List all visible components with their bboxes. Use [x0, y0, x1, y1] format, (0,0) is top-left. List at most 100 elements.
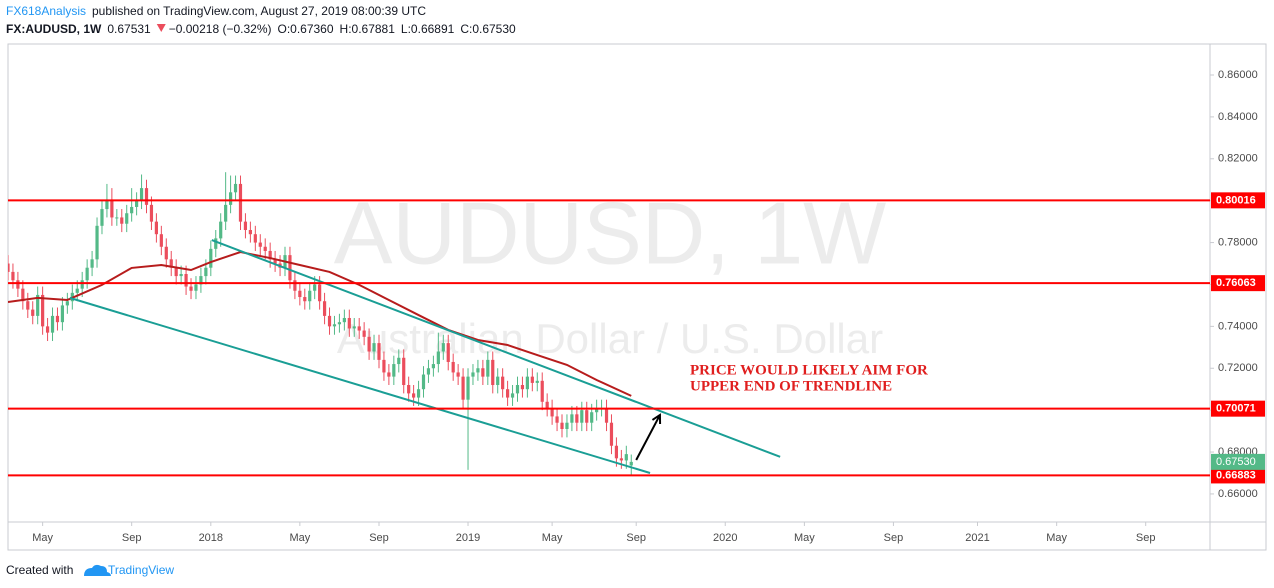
x-tick-label: Sep: [122, 532, 142, 544]
annotation: PRICE WOULD LIKELY AIM FOR: [690, 362, 928, 378]
candle-body: [466, 376, 470, 400]
y-tick-label: 0.78000: [1218, 236, 1258, 248]
candle-body: [392, 364, 396, 377]
candle-body: [456, 372, 460, 377]
footer-brand[interactable]: TradingView: [108, 563, 174, 577]
candle-body: [169, 259, 173, 268]
candle-body: [16, 280, 20, 289]
candle-body: [505, 389, 510, 398]
author[interactable]: FX618Analysis: [6, 4, 86, 18]
watermark-sub: Australian Dollar / U.S. Dollar: [337, 315, 883, 362]
candle-body: [298, 290, 302, 298]
candle-body: [377, 343, 381, 360]
candle-body: [535, 380, 539, 383]
candle-body: [189, 286, 193, 291]
arrow: [635, 413, 662, 461]
frame: [7, 43, 1267, 551]
candle-body: [441, 343, 445, 352]
candle-body: [590, 412, 594, 423]
level-label: 0.76063: [1216, 277, 1256, 289]
candle-body: [105, 200, 109, 210]
candle-body: [342, 317, 346, 323]
candle-body: [258, 242, 262, 247]
level-tag: [1211, 192, 1265, 209]
candle-body: [135, 200, 139, 207]
candle-body: [233, 183, 238, 193]
candle-body: [209, 248, 213, 268]
candle-body: [560, 422, 564, 429]
candle-body: [268, 250, 272, 260]
candle-body: [273, 259, 277, 264]
candle-body: [570, 414, 574, 423]
trendline: [69, 296, 651, 474]
candle-body: [184, 273, 188, 287]
candle-body: [337, 322, 342, 325]
candle-body: [580, 410, 584, 423]
candle-body: [125, 213, 129, 224]
candle-body: [179, 273, 183, 277]
candle-body: [327, 315, 332, 327]
candle-body: [8, 263, 10, 272]
candle-body: [530, 376, 534, 383]
published: published on TradingView.com, August 27,…: [92, 4, 426, 18]
candle-body: [80, 280, 84, 289]
candle-body: [515, 385, 520, 394]
candle-body: [159, 234, 163, 247]
x-tick-label: May: [542, 532, 563, 544]
candle-body: [619, 458, 623, 461]
candle-body: [421, 374, 426, 390]
candle-body: [130, 206, 134, 214]
candle-body: [228, 192, 233, 205]
candle-body: [476, 368, 480, 373]
candle-body: [60, 305, 65, 323]
x-tick-label: Sep: [884, 532, 904, 544]
candle-body: [139, 188, 144, 201]
watermark: AUDUSD, 1W: [334, 183, 887, 282]
candle-body: [194, 284, 198, 291]
candle-body: [164, 246, 168, 260]
candle-body: [36, 294, 40, 316]
candle-body: [313, 284, 317, 291]
y-tick-label: 0.72000: [1218, 362, 1258, 374]
candle-body: [95, 225, 99, 260]
candle-body: [303, 297, 307, 302]
candle-body: [11, 271, 15, 281]
candle-body: [397, 357, 401, 365]
candle-body: [362, 330, 366, 337]
candle-body: [372, 343, 376, 352]
x-tick-label: May: [289, 532, 310, 544]
x-tick-label: 2018: [199, 532, 223, 544]
x-tick-label: May: [32, 532, 53, 544]
symbol: FX:AUDUSD, 1W: [6, 22, 102, 36]
candle-body: [382, 359, 386, 373]
candle-body: [614, 445, 619, 459]
x-tick-label: Sep: [1136, 532, 1156, 544]
candle-body: [308, 290, 312, 302]
candle-body: [248, 230, 252, 235]
candle-body: [565, 422, 569, 429]
candle-body: [629, 461, 633, 466]
candle-body: [318, 284, 322, 302]
price: 0.67531: [107, 22, 151, 36]
level-tag: [1211, 275, 1265, 292]
candle-body: [204, 267, 208, 277]
candle-body: [263, 246, 267, 251]
x-tick-label: May: [1046, 532, 1067, 544]
candle-body: [322, 301, 327, 316]
y-tick-label: 0.86000: [1218, 69, 1258, 81]
candle-body: [352, 326, 356, 329]
ohlc-low: L:0.66891: [401, 22, 455, 36]
candle-body: [481, 368, 485, 377]
candle-body: [288, 255, 292, 281]
candle-body: [293, 280, 297, 291]
candle-body: [431, 364, 435, 369]
candle-body: [604, 408, 609, 423]
candle-body: [486, 359, 490, 377]
candle-body: [144, 188, 149, 205]
brand-logo[interactable]: [84, 564, 111, 576]
candle-body: [496, 376, 500, 386]
candle-body: [520, 385, 525, 390]
candle-body: [50, 315, 55, 333]
candle-body: [436, 351, 440, 365]
y-tick-label: 0.74000: [1218, 320, 1258, 332]
